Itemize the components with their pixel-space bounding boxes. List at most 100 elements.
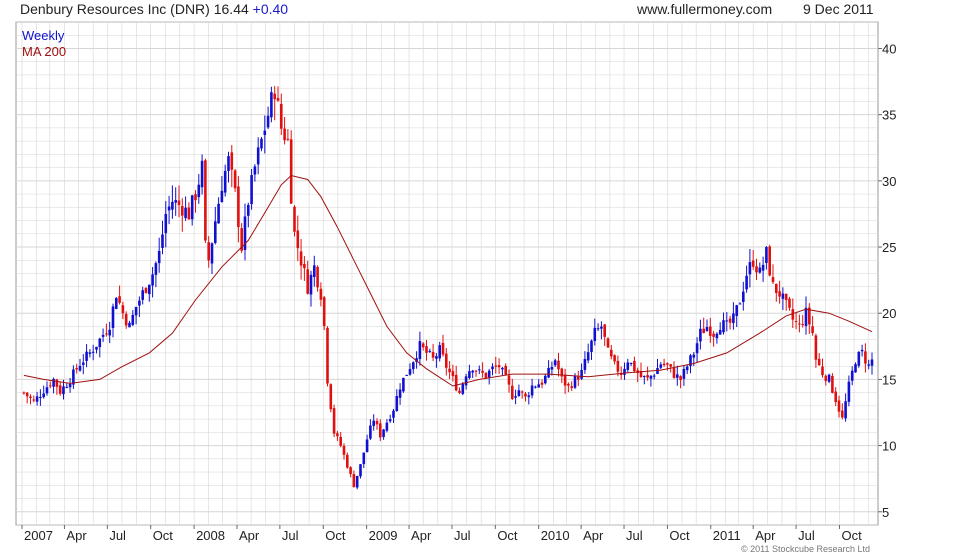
- y-tick-label: 20: [882, 306, 896, 321]
- candle-body: [454, 374, 458, 391]
- candle-body: [329, 384, 333, 410]
- candle-body: [646, 375, 649, 378]
- candle-body: [223, 170, 227, 193]
- candle-body: [870, 359, 874, 366]
- candle-up: [583, 351, 587, 374]
- candle-up: [223, 164, 227, 197]
- candle-up: [164, 201, 168, 248]
- legend-ma-200: MA 200: [22, 44, 66, 59]
- candle-body: [138, 300, 141, 306]
- candle-up: [246, 202, 250, 228]
- candle-up: [428, 348, 432, 353]
- candle-down: [237, 176, 240, 243]
- candle-body: [375, 420, 379, 425]
- candle-up: [128, 320, 131, 328]
- candle-body: [501, 367, 504, 370]
- candle-body: [837, 400, 841, 412]
- candle-up: [95, 346, 98, 354]
- candle-body: [237, 186, 240, 228]
- candle-body: [369, 425, 372, 439]
- candle-body: [322, 297, 326, 327]
- candle-down: [326, 326, 329, 387]
- x-tick-label: 2008: [196, 528, 225, 543]
- candle-body: [415, 358, 418, 362]
- candle-up: [197, 174, 201, 204]
- candle-body: [151, 274, 154, 286]
- candle-up: [553, 358, 557, 368]
- candle-body: [161, 234, 164, 248]
- candle-body: [682, 368, 686, 379]
- candle-up: [590, 339, 593, 360]
- candle-down: [755, 258, 758, 280]
- x-tick-label: Oct: [669, 528, 690, 543]
- candle-body: [619, 373, 623, 376]
- candle-up: [263, 115, 267, 154]
- candle-up: [85, 344, 88, 368]
- candle-body: [580, 369, 583, 379]
- candle-down: [811, 316, 814, 336]
- candle-up: [372, 414, 375, 431]
- candle-body: [487, 370, 491, 378]
- candle-body: [319, 288, 323, 300]
- candle-down: [662, 358, 666, 367]
- candle-down: [299, 239, 303, 280]
- candle-body: [821, 366, 824, 376]
- candle-body: [603, 324, 606, 337]
- candle-up: [362, 452, 366, 469]
- stock-price: 16.44: [213, 1, 249, 17]
- candle-up: [580, 363, 583, 380]
- candle-down: [570, 381, 573, 391]
- candle-body: [510, 385, 514, 399]
- candle-body: [312, 265, 316, 278]
- candle-body: [428, 351, 432, 353]
- candle-up: [111, 303, 115, 338]
- candle-up: [850, 366, 854, 386]
- candle-body: [474, 370, 478, 372]
- candle-body: [230, 152, 234, 170]
- candle-body: [411, 362, 415, 370]
- candle-body: [728, 318, 732, 323]
- candle-body: [784, 293, 788, 301]
- x-tick-label: 2009: [369, 528, 398, 543]
- candle-body: [867, 364, 870, 366]
- x-tick-label: 2010: [541, 528, 570, 543]
- candle-body: [177, 200, 181, 206]
- candle-up: [530, 378, 534, 399]
- candle-body: [860, 349, 864, 352]
- candle-up: [804, 296, 808, 335]
- candle-down: [613, 354, 616, 365]
- candle-down: [204, 158, 207, 243]
- candle-body: [362, 452, 366, 465]
- candle-body: [52, 378, 55, 387]
- candle-up: [184, 196, 187, 221]
- candle-body: [774, 283, 778, 293]
- candle-body: [359, 464, 362, 477]
- candle-body: [576, 376, 580, 380]
- candle-down: [633, 356, 636, 373]
- candle-body: [656, 368, 659, 374]
- candle-body: [266, 115, 270, 128]
- candle-down: [497, 358, 501, 374]
- stock-name-price: Denbury Resources Inc (DNR) 16.44: [20, 1, 253, 17]
- candle-down: [728, 315, 732, 330]
- candle-body: [484, 372, 488, 378]
- candle-body: [352, 474, 356, 488]
- y-tick-label: 15: [882, 372, 896, 387]
- candle-body: [279, 103, 283, 129]
- candle-up: [689, 353, 692, 374]
- x-tick-label: Oct: [841, 528, 862, 543]
- candle-body: [788, 298, 791, 308]
- candle-body: [550, 367, 554, 370]
- candle-up: [656, 358, 659, 375]
- candle-body: [91, 351, 95, 353]
- candle-body: [666, 363, 669, 365]
- candle-down: [679, 375, 682, 389]
- candle-up: [626, 358, 630, 373]
- candle-body: [22, 392, 26, 394]
- ma-200-line: [23, 174, 873, 387]
- x-tick-label: Oct: [497, 528, 518, 543]
- candle-body: [273, 93, 276, 100]
- candle-down: [273, 86, 276, 121]
- candle-body: [481, 370, 484, 373]
- candle-up: [108, 321, 111, 344]
